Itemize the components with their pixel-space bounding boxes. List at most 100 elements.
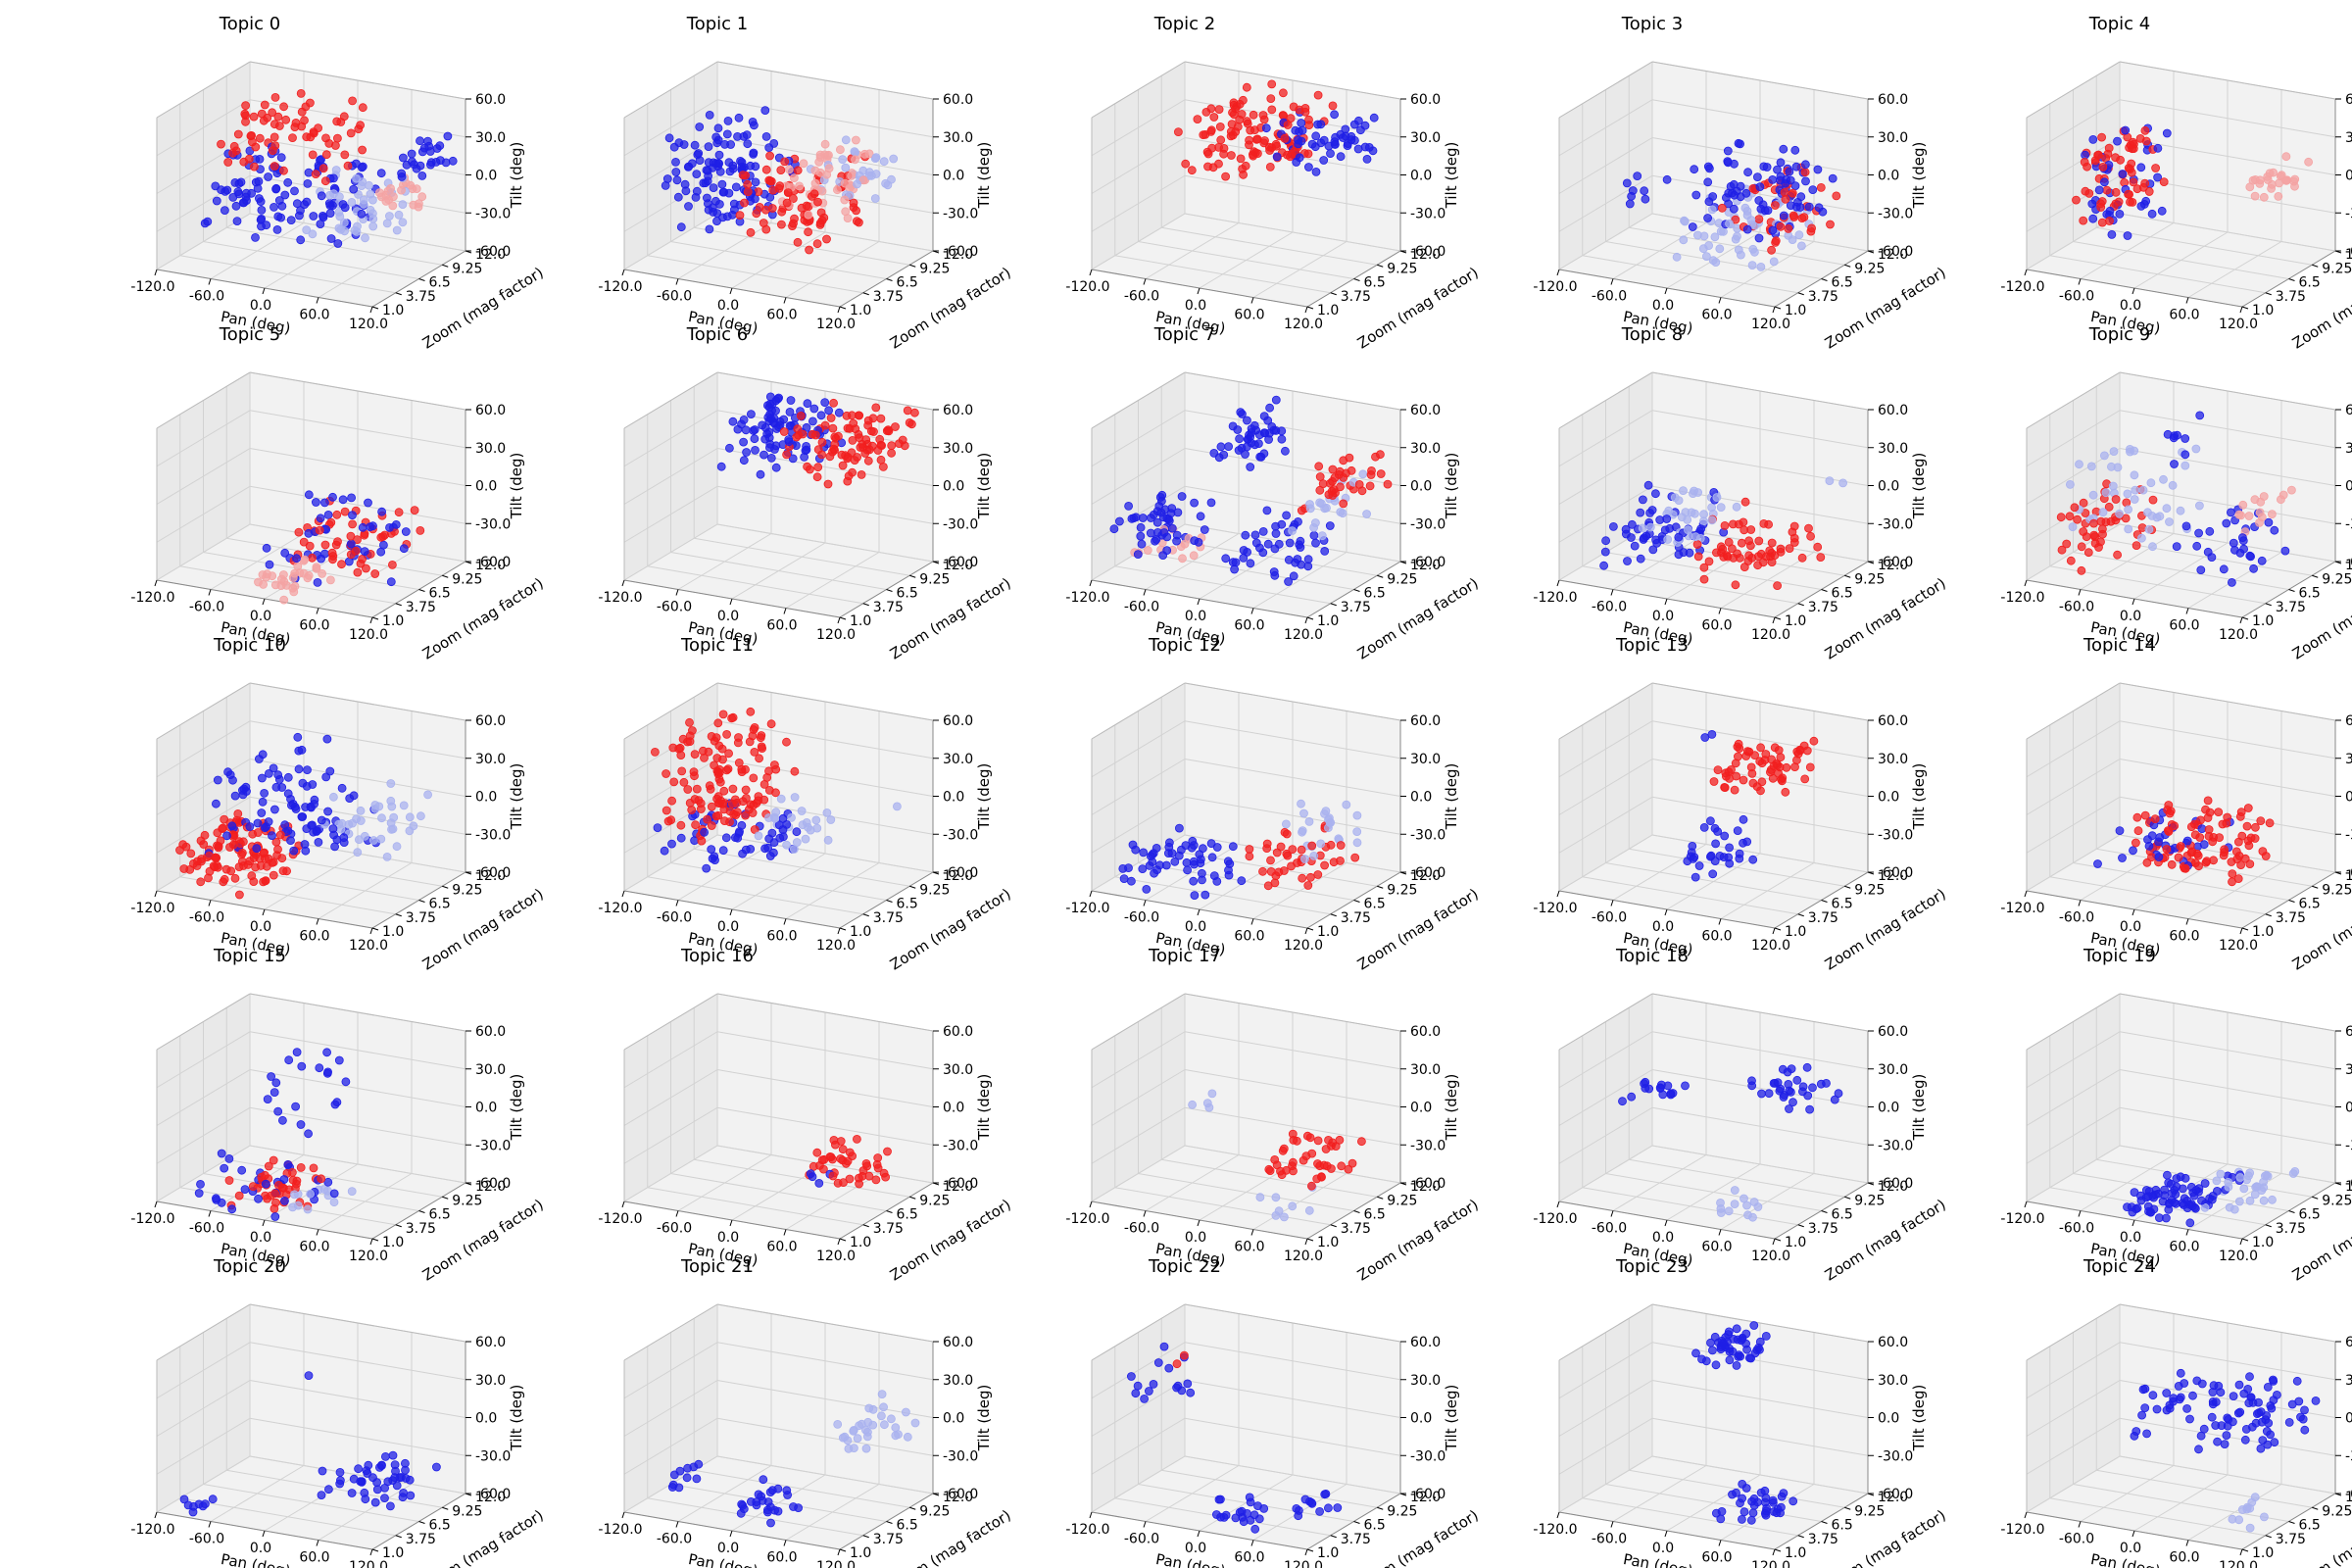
pan-tick bbox=[1143, 900, 1147, 906]
zoom-tick bbox=[418, 1210, 425, 1213]
data-point bbox=[205, 866, 215, 876]
tilt-tick-label: 0.0 bbox=[475, 1101, 497, 1116]
zoom-tick-label: 9.25 bbox=[919, 571, 950, 587]
data-point bbox=[695, 122, 705, 131]
data-point bbox=[1773, 165, 1782, 174]
zoom-tick-label: 6.5 bbox=[897, 586, 918, 602]
data-point bbox=[1739, 775, 1748, 785]
pan-tick bbox=[1664, 1219, 1668, 1227]
data-point bbox=[691, 820, 701, 830]
data-point bbox=[260, 848, 270, 858]
pane-edge bbox=[2026, 682, 2121, 740]
topic-panel: Topic 21 -120.0 -60.0 0.0 60.0 120.0 1.0 3.75 6.… bbox=[487, 1243, 1013, 1568]
data-point bbox=[1299, 808, 1308, 818]
topic-panel: Topic 5 -120.0 -60.0 0.0 60.0 120.0 1.0 3.75 6.5… bbox=[20, 311, 546, 662]
data-point bbox=[2174, 853, 2183, 862]
data-point bbox=[729, 205, 739, 215]
data-point bbox=[340, 150, 350, 160]
zoom-tick bbox=[1330, 603, 1337, 607]
data-point bbox=[1319, 156, 1329, 165]
zoom-tick-label: 12.0 bbox=[2345, 558, 2352, 573]
data-point bbox=[231, 201, 241, 211]
data-point bbox=[297, 107, 307, 117]
data-point bbox=[2250, 822, 2260, 832]
gridline bbox=[670, 241, 887, 279]
pane-edge bbox=[2026, 61, 2121, 119]
data-point bbox=[1647, 506, 1657, 514]
data-point bbox=[1224, 442, 1234, 452]
data-point bbox=[2066, 556, 2076, 565]
data-point bbox=[1732, 1361, 1741, 1370]
data-point bbox=[388, 1476, 398, 1486]
data-point bbox=[1690, 165, 1699, 174]
data-point bbox=[1636, 554, 1645, 564]
data-point bbox=[261, 1179, 270, 1189]
pan-tick bbox=[837, 616, 841, 624]
data-point bbox=[1713, 765, 1723, 775]
data-point bbox=[327, 548, 337, 558]
data-point bbox=[1303, 163, 1313, 172]
data-point bbox=[192, 861, 202, 870]
data-point bbox=[869, 427, 878, 436]
gridline bbox=[1161, 226, 1378, 266]
data-point bbox=[1735, 849, 1744, 858]
data-point bbox=[858, 443, 867, 452]
data-point bbox=[189, 1501, 198, 1511]
data-point bbox=[2144, 187, 2154, 196]
pan-tick-label: 60.0 bbox=[1234, 1240, 1264, 1255]
data-point bbox=[857, 469, 866, 479]
data-point bbox=[1314, 462, 1324, 471]
data-point bbox=[1278, 111, 1288, 120]
zoom-tick-label: 3.75 bbox=[1808, 910, 1838, 926]
data-point bbox=[732, 808, 742, 817]
data-point bbox=[2094, 543, 2103, 552]
data-point bbox=[832, 185, 842, 195]
data-point bbox=[1267, 79, 1277, 89]
data-point bbox=[222, 185, 232, 195]
data-point bbox=[737, 419, 746, 429]
data-point bbox=[225, 843, 234, 852]
data-point bbox=[876, 414, 886, 423]
pan-tick bbox=[316, 918, 319, 925]
data-point bbox=[1689, 489, 1697, 499]
data-point bbox=[368, 214, 378, 223]
data-point bbox=[1190, 891, 1200, 901]
zoom-tick-label: 1.0 bbox=[1785, 303, 1806, 318]
data-point bbox=[294, 746, 304, 756]
tilt-axis-label: Tilt (deg) bbox=[508, 453, 525, 520]
data-point bbox=[397, 185, 406, 195]
pan-tick-label: -60.0 bbox=[189, 600, 224, 615]
gridline bbox=[623, 99, 718, 157]
data-point bbox=[1730, 1200, 1740, 1209]
data-point bbox=[297, 812, 307, 821]
data-point bbox=[2180, 450, 2190, 460]
data-point bbox=[235, 839, 245, 849]
data-point bbox=[2256, 816, 2266, 826]
data-point bbox=[1362, 510, 1372, 518]
data-point bbox=[771, 808, 781, 817]
data-point bbox=[673, 192, 683, 202]
data-point bbox=[676, 222, 686, 232]
gridline bbox=[156, 720, 251, 778]
data-point bbox=[1167, 523, 1177, 533]
gridline bbox=[2119, 759, 2336, 797]
pane-edge bbox=[2119, 682, 2336, 721]
data-point bbox=[762, 429, 772, 439]
gridline bbox=[1558, 1380, 1653, 1437]
data-point bbox=[684, 202, 693, 211]
data-point bbox=[2086, 462, 2096, 471]
data-point bbox=[2234, 1197, 2244, 1206]
data-point bbox=[2264, 517, 2274, 527]
data-point bbox=[853, 1434, 862, 1444]
data-point bbox=[1375, 450, 1385, 460]
data-point bbox=[829, 398, 839, 408]
data-point bbox=[2108, 481, 2118, 491]
zoom-tick-label: 6.5 bbox=[897, 897, 918, 912]
pan-tick bbox=[1718, 918, 1722, 925]
data-point bbox=[2159, 177, 2169, 187]
data-point bbox=[1788, 188, 1797, 198]
zoom-tick-label: 9.25 bbox=[1854, 1193, 1885, 1208]
data-point bbox=[245, 857, 255, 866]
data-point bbox=[258, 797, 268, 807]
pan-tick-label: -60.0 bbox=[657, 289, 692, 305]
